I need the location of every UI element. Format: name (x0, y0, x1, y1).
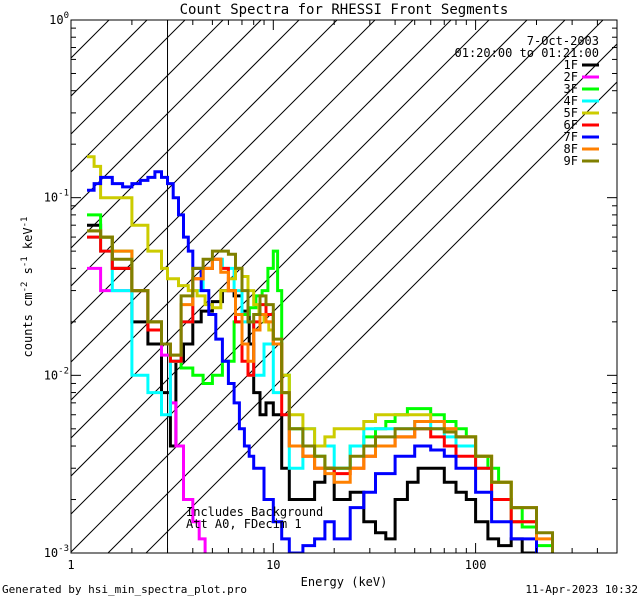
series-6f-line (87, 235, 538, 553)
legend-label-3f: 3F (564, 82, 578, 96)
hatch-line (71, 20, 186, 135)
x-tick-label: 1 (67, 558, 74, 572)
x-tick-label: 10 (266, 558, 280, 572)
plot-frame (70, 19, 618, 554)
hatch-line (71, 20, 528, 477)
hatch-line (145, 81, 617, 553)
legend-label-2f: 2F (564, 70, 578, 84)
legend-label-4f: 4F (564, 94, 578, 108)
legend-label-1f: 1F (564, 58, 578, 72)
annotation-background: Includes Background (186, 505, 323, 519)
x-axis-label: Energy (keV) (301, 575, 388, 589)
date-label: 7-Oct-2003 (527, 34, 599, 48)
hatch-line (107, 43, 617, 553)
y-tick-label: 10-3 (44, 544, 69, 560)
legend-label-7f: 7F (564, 130, 578, 144)
hatch-line (71, 20, 566, 515)
chart-title: Count Spectra for RHESSI Front Segments (180, 2, 509, 18)
hatch-line (71, 20, 300, 249)
series-7f-line (87, 170, 538, 553)
hatch-line (71, 20, 338, 287)
hatch-line (71, 20, 490, 439)
y-tick-label: 100 (49, 11, 69, 27)
hatch-line (71, 20, 414, 363)
hatch-line (71, 20, 224, 173)
hatch-line (71, 20, 604, 553)
legend-label-5f: 5F (564, 106, 578, 120)
legend-label-6f: 6F (564, 118, 578, 132)
excluded-region-hatch (71, 20, 617, 553)
footer-generated-by: Generated by hsi_min_spectra_plot.pro (2, 583, 248, 596)
time-range-label: 01:20:00 to 01:21:00 (455, 46, 600, 60)
annotation-attenuator: Att A0, FDecim 1 (186, 517, 302, 531)
legend-label-8f: 8F (564, 142, 578, 156)
y-tick-label: 10-2 (44, 366, 69, 382)
series-9f-line (87, 229, 554, 553)
hatch-line (71, 20, 376, 325)
legend-label-9f: 9F (564, 154, 578, 168)
hatch-line (71, 20, 110, 59)
hatch-line (71, 20, 72, 21)
x-tick-label: 100 (465, 558, 487, 572)
y-tick-label: 10-1 (44, 189, 69, 205)
hatch-line (71, 20, 262, 211)
y-axis-label: counts cm-2 s-1 keV-1 (20, 217, 35, 358)
footer-timestamp: 11-Apr-2023 10:32 (525, 583, 638, 596)
